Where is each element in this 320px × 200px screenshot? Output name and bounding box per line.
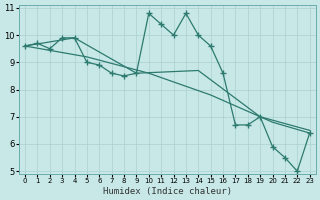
X-axis label: Humidex (Indice chaleur): Humidex (Indice chaleur) bbox=[103, 187, 232, 196]
